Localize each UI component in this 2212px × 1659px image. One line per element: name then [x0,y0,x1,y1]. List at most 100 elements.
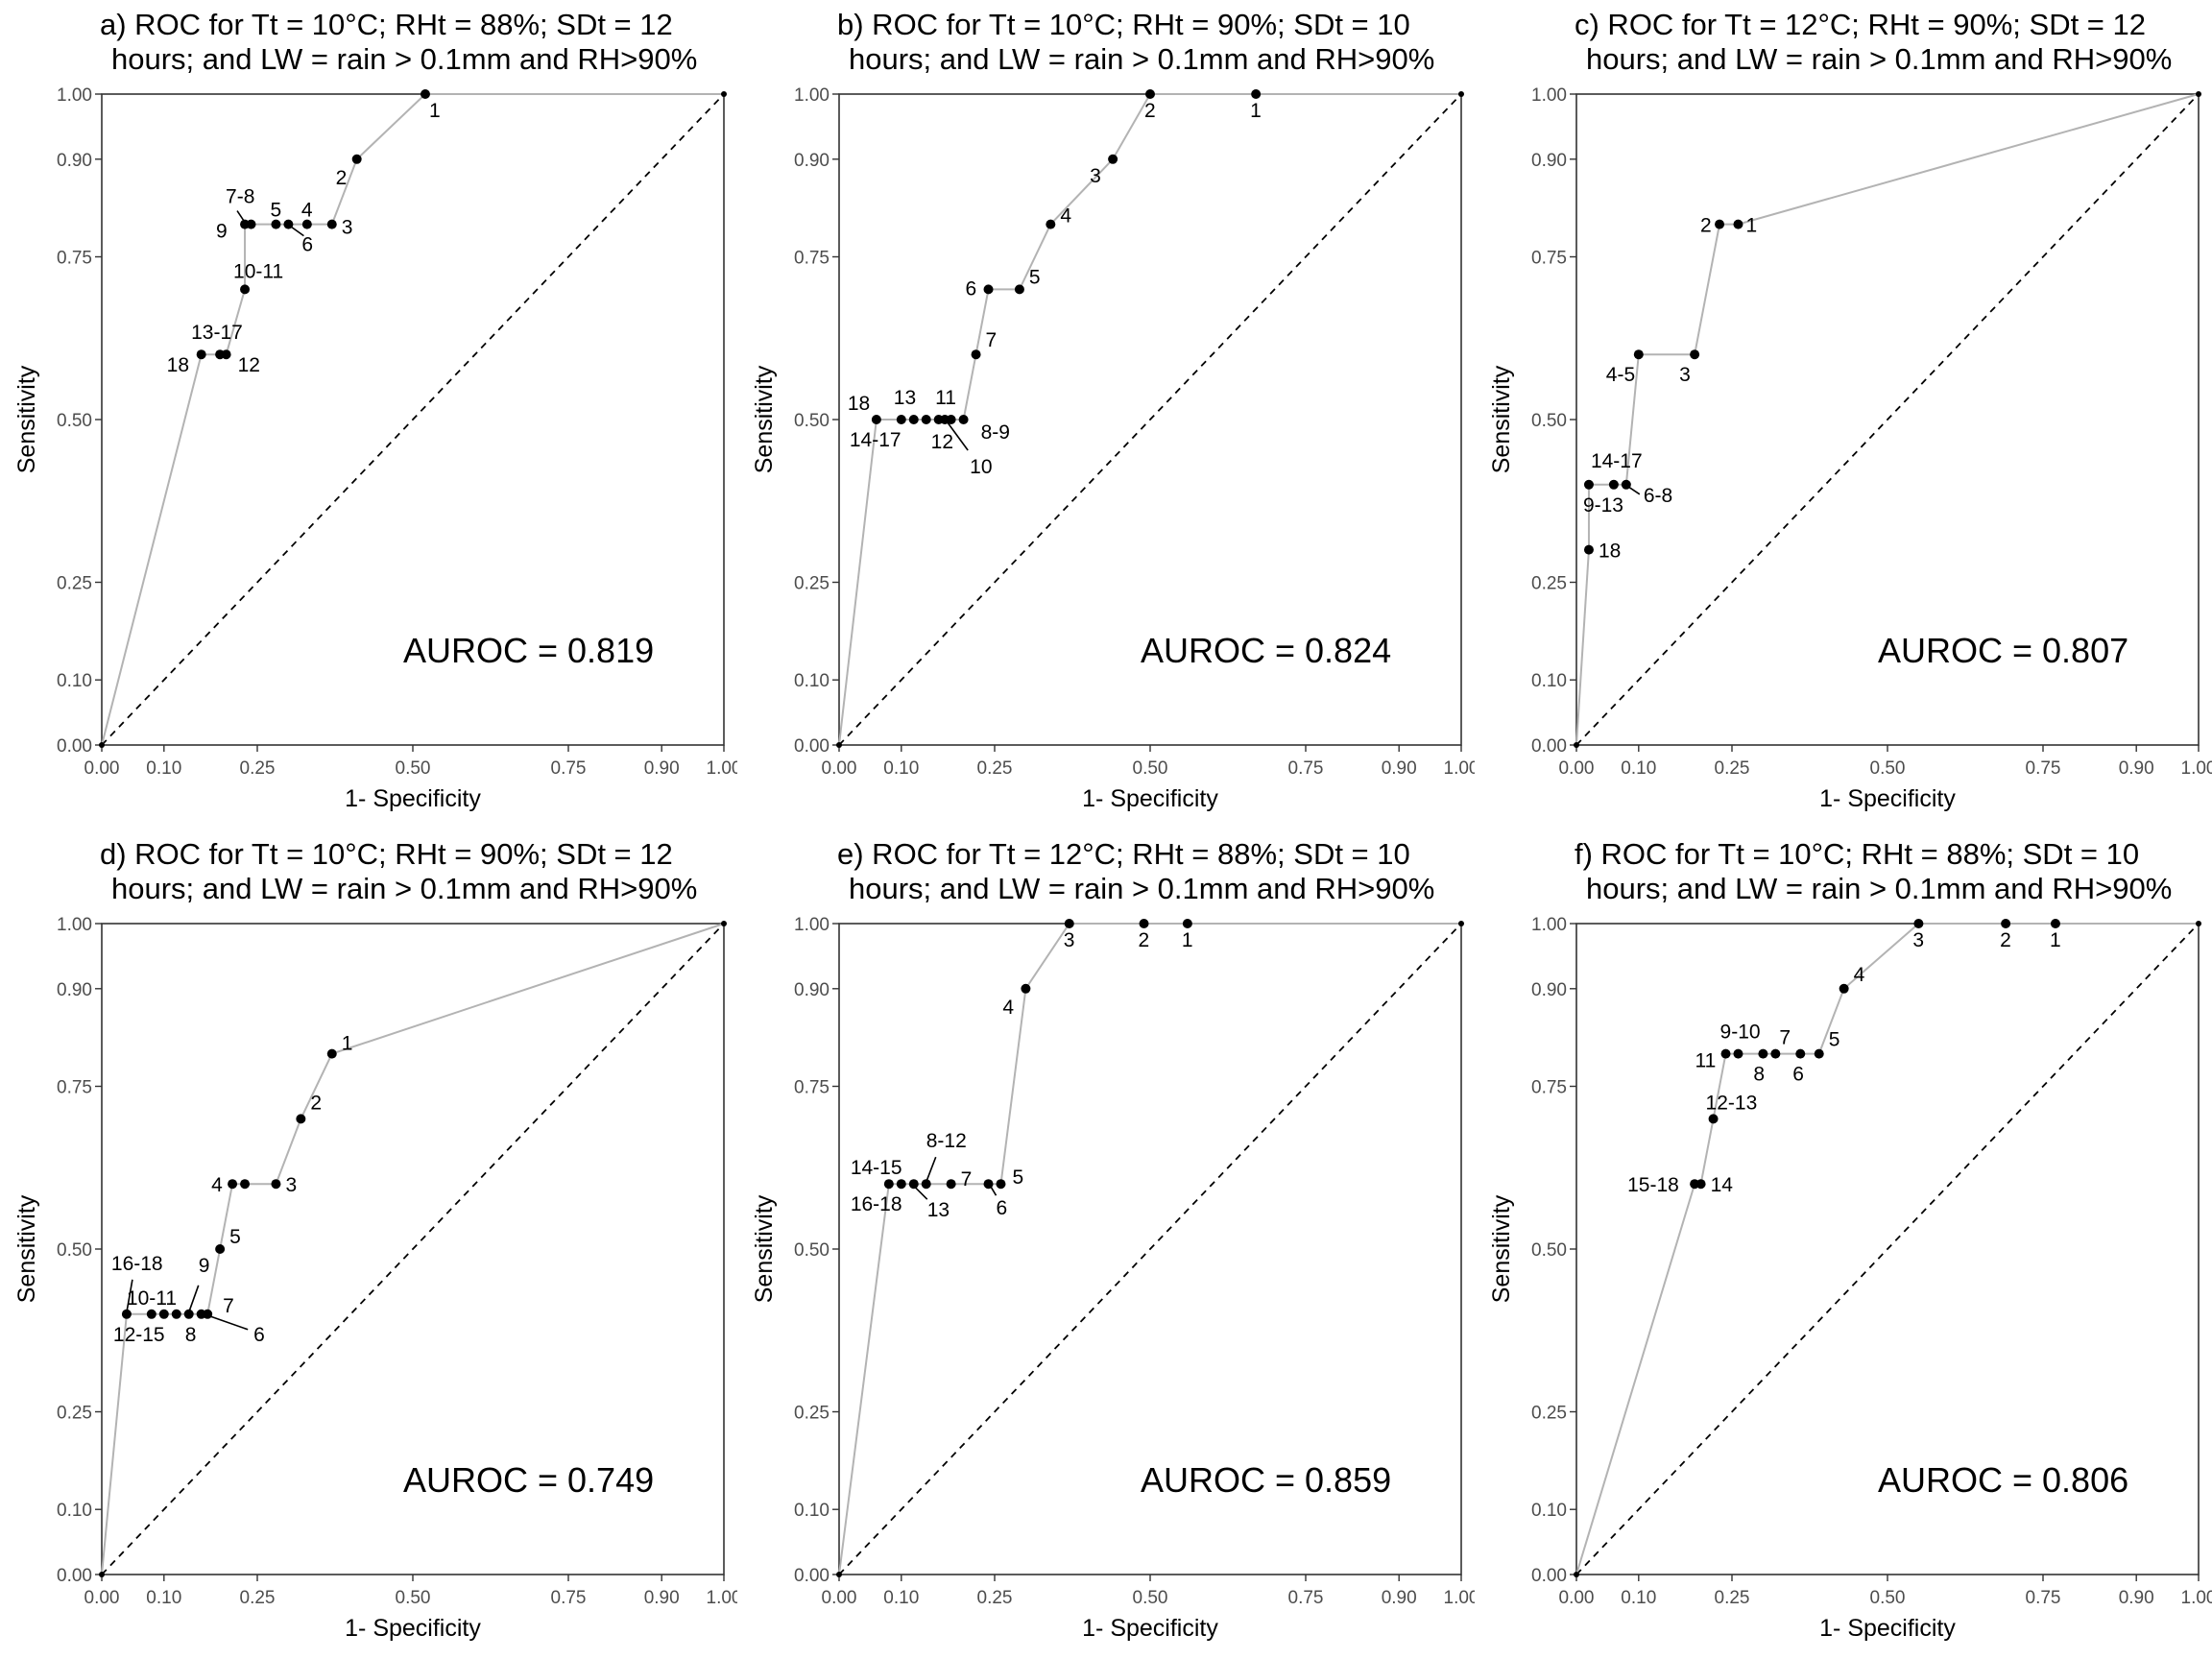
roc-chart-svg: 0.00 0.10 0.25 0.50 0.75 0.90 1.00 0.00 0.10 0.25… [751,85,1475,812]
x-tick-label: 0.00 [1559,758,1595,779]
point-label: 7-8 [226,186,254,208]
chart-title-line-1: f) ROC for Tt = 10°C; RHt = 88%; SDt = 1… [1575,837,2140,871]
y-tick-label: 0.00 [57,736,92,757]
point-label-leader [1627,486,1641,495]
roc-point [983,284,994,295]
x-axis-title: 1- Specificity [1819,1615,1956,1642]
roc-panel-e: e) ROC for Tt = 12°C; RHt = 88%; SDt = 1… [737,830,1475,1659]
roc-point [326,219,337,229]
x-tick-label: 0.75 [551,1588,587,1608]
y-tick-label: 0.00 [794,736,830,757]
point-label: 9 [199,1255,210,1277]
roc-panel-a: a) ROC for Tt = 10°C; RHt = 88%; SDt = 1… [0,0,737,830]
x-tick-label: 0.90 [1382,758,1417,779]
roc-point [1458,921,1464,926]
y-tick-label: 1.00 [794,915,830,935]
point-label-leader [925,1156,937,1183]
chance-diagonal-line [101,923,725,1575]
y-axis-title: Sensitivity [1488,1194,1515,1303]
roc-point [1583,479,1594,490]
roc-point [271,219,281,229]
point-label: 4 [211,1174,223,1196]
y-tick-label: 1.00 [57,915,92,935]
point-label: 1 [1182,929,1193,951]
x-tick-label: 1.00 [2181,758,2212,779]
x-tick-label: 0.10 [146,1588,181,1608]
point-label: 1 [429,100,441,122]
x-tick-label: 1.00 [2181,1588,2212,1608]
point-label: 3 [285,1174,297,1196]
x-tick-label: 0.25 [1715,758,1750,779]
point-label: 2 [1700,215,1712,237]
point-label: 18 [1599,541,1621,563]
chart-title-line-2: hours; and LW = rain > 0.1mm and RH>90% [111,872,698,905]
roc-point [2050,919,2060,928]
roc-point [896,1179,906,1190]
auroc-annotation: AUROC = 0.807 [1878,631,2128,670]
roc-panel-d: d) ROC for Tt = 10°C; RHt = 90%; SDt = 1… [0,830,737,1659]
roc-point [1695,1179,1706,1190]
y-tick-label: 0.90 [794,151,830,171]
y-tick-label: 0.50 [57,1240,92,1261]
roc-point [1574,1572,1579,1577]
roc-point [351,154,362,164]
x-axis-title: 1- Specificity [1819,785,1956,812]
point-label: 6 [301,234,313,256]
y-tick-label: 0.10 [794,1501,830,1521]
roc-point [971,349,981,360]
roc-chart-svg: 0.00 0.10 0.25 0.50 0.75 0.90 1.00 0.00 0.10 0.25… [13,85,737,812]
y-axis-title: Sensitivity [751,1194,778,1303]
auroc-annotation: AUROC = 0.824 [1141,631,1391,670]
x-tick-label: 0.10 [883,1588,919,1608]
x-tick-label: 0.25 [240,758,276,779]
y-tick-label: 0.90 [57,980,92,1000]
roc-point [1108,154,1118,164]
point-label: 3 [1679,364,1691,386]
point-label: 7 [223,1295,234,1317]
roc-point [1014,284,1024,295]
x-tick-label: 0.90 [2119,1588,2154,1608]
roc-point [871,415,881,424]
chart-title-line-1: a) ROC for Tt = 10°C; RHt = 88%; SDt = 1… [100,8,673,41]
y-tick-label: 0.90 [1531,151,1567,171]
roc-point [2196,921,2201,926]
y-tick-label: 0.25 [794,574,830,594]
y-tick-label: 0.10 [57,671,92,691]
roc-point [1583,544,1594,555]
roc-point [1064,919,1074,928]
chart-title-line-2: hours; and LW = rain > 0.1mm and RH>90% [849,872,1435,905]
point-label: 4 [1002,997,1014,1019]
roc-point [1733,219,1743,229]
roc-chart-svg: 0.00 0.10 0.25 0.50 0.75 0.90 1.00 0.00 0.10 0.25… [13,915,737,1642]
roc-point [921,415,931,424]
y-tick-label: 0.75 [1531,249,1567,269]
roc-point [1913,919,1924,928]
roc-point [1690,349,1700,360]
x-tick-label: 0.00 [84,758,120,779]
point-label: 8 [1753,1064,1765,1086]
point-label: 2 [2000,929,2011,951]
roc-point [1046,219,1056,229]
point-label: 5 [229,1226,241,1248]
roc-point [883,1179,894,1190]
y-tick-label: 0.75 [794,249,830,269]
chart-title-line-2: hours; and LW = rain > 0.1mm and RH>90% [849,42,1435,76]
roc-point [836,1572,842,1577]
roc-point [2001,919,2011,928]
roc-point [721,921,727,926]
roc-point [203,1309,213,1319]
point-label: 8 [185,1324,197,1346]
chance-diagonal-line [1575,93,2200,746]
y-tick-label: 0.25 [57,574,92,594]
x-tick-label: 0.75 [551,758,587,779]
point-label-leader [289,225,304,237]
point-label-leader [913,1185,928,1200]
point-label: 1 [1745,215,1757,237]
point-label-leader [236,210,246,224]
x-tick-label: 0.90 [644,758,680,779]
point-label: 1 [1250,100,1262,122]
roc-point [1574,742,1579,748]
roc-point [908,415,919,424]
roc-point [296,1114,306,1124]
y-tick-label: 0.00 [57,1566,92,1586]
